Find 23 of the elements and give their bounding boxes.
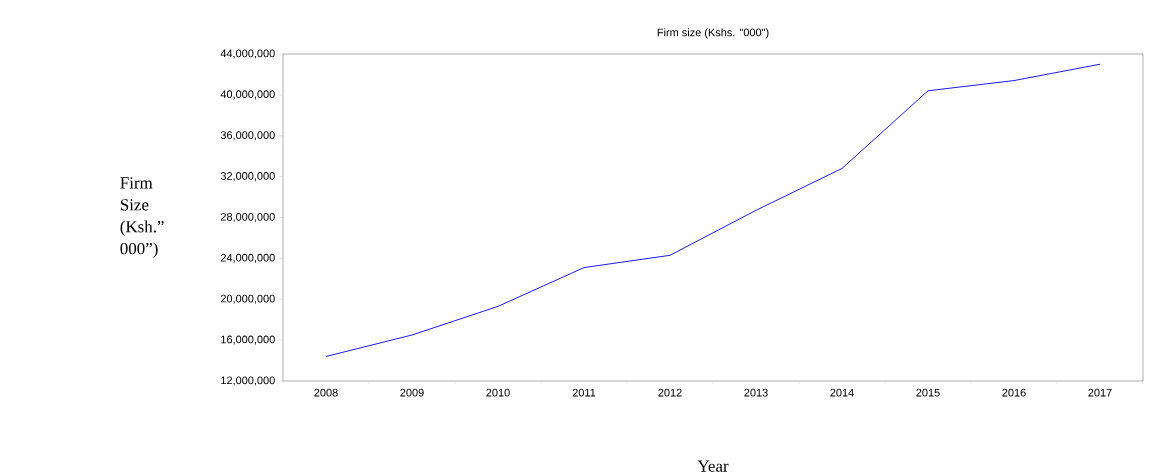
x-axis-title: Year [697, 460, 729, 472]
y-axis-title: Firm Size (Ksh.” 000”) [120, 177, 164, 258]
x-tick-label: 2017 [1088, 388, 1112, 397]
chart-title: Firm size (Kshs. "000") [657, 28, 769, 39]
y-tick-label: 32,000,000 [220, 172, 275, 182]
x-tick-label: 2013 [744, 388, 768, 397]
y-tick-label: 44,000,000 [220, 49, 275, 59]
y-tick-label: 40,000,000 [220, 90, 275, 100]
x-tick-label: 2014 [830, 388, 854, 397]
y-tick-label: 36,000,000 [220, 131, 275, 141]
x-tick-label: 2015 [916, 388, 940, 397]
line-series [325, 63, 1101, 357]
y-tick-label: 24,000,000 [220, 253, 275, 263]
y-tick-label: 20,000,000 [220, 294, 275, 304]
y-tick-label: 12,000,000 [221, 376, 275, 386]
x-tick-label: 2008 [314, 388, 338, 397]
x-tick-label: 2010 [486, 388, 510, 397]
x-tick-label: 2012 [658, 388, 682, 397]
x-tick-label: 2016 [1002, 388, 1026, 397]
y-tick-label: 28,000,000 [220, 212, 275, 223]
y-tick-label: 16,000,000 [221, 335, 275, 345]
x-tick-label: 2011 [572, 388, 596, 397]
x-tick-label: 2009 [400, 388, 424, 397]
